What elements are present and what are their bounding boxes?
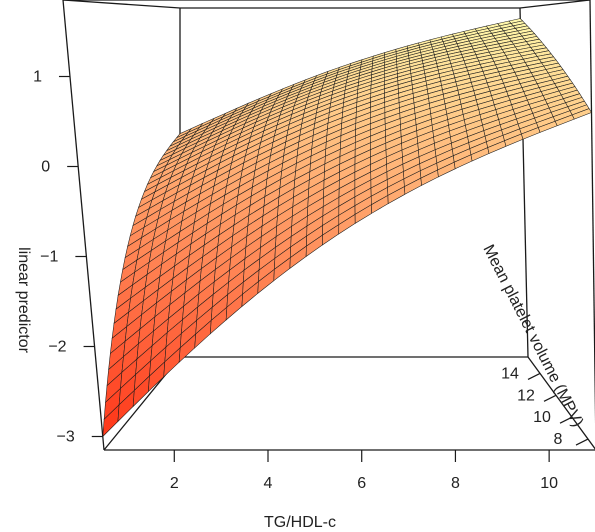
y-tick-mark <box>527 372 541 380</box>
y-tick-label: 10 <box>533 409 551 426</box>
surface-facet <box>571 108 592 120</box>
box-edge-left-top <box>62 0 181 9</box>
z-tick-label: 1 <box>33 69 42 86</box>
x-axis-title: TG/HDL-c <box>264 514 336 531</box>
z-tick-label: −2 <box>48 339 66 356</box>
x-tick-label: 6 <box>357 475 366 492</box>
y-tick-mark <box>543 394 557 402</box>
z-tick-label: 0 <box>41 159 50 176</box>
x-tick-label: 10 <box>540 475 558 492</box>
y-tick-label: 8 <box>554 431 563 448</box>
x-tick-label: 8 <box>451 475 460 492</box>
y-tick-mark <box>559 416 573 424</box>
z-tick-label: −1 <box>40 249 58 266</box>
box-edge-front-left <box>62 0 105 451</box>
plot-box-front <box>62 0 595 451</box>
y-tick-mark <box>575 438 589 446</box>
box-edge-front-right <box>589 0 595 424</box>
z-tick-label: −3 <box>57 429 75 446</box>
box-edge-right-top <box>519 0 591 9</box>
y-tick-label: 14 <box>501 365 519 382</box>
y-tick-label: 12 <box>517 387 535 404</box>
x-tick-label: 2 <box>170 475 179 492</box>
z-axis-title: linear predictor <box>15 247 32 354</box>
x-tick-label: 4 <box>264 475 273 492</box>
box-edge-right-bottom <box>527 356 595 450</box>
surface-mesh <box>102 18 592 438</box>
